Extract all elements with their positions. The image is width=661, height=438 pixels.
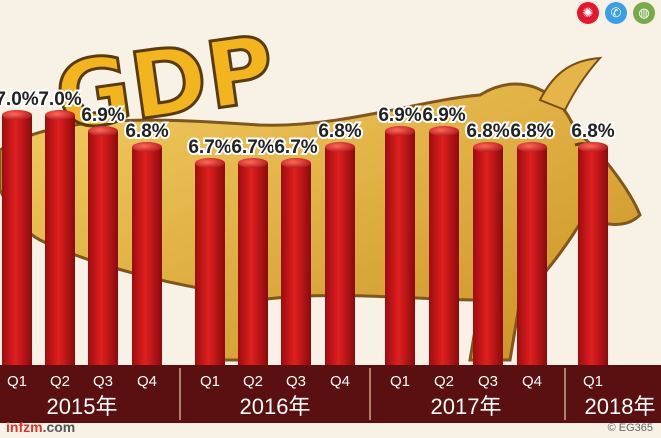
bar-body (473, 147, 503, 365)
quarter-label: Q4 (522, 373, 542, 390)
site-suffix: .com (42, 419, 76, 435)
year-labels: 2015年 2016年 2017年 2018年 (47, 394, 656, 419)
bar-body (2, 115, 32, 365)
weibo-icon[interactable]: ✺ (577, 2, 599, 24)
year-label: 2018年 (585, 394, 656, 419)
quarter-label: Q3 (286, 373, 306, 390)
quarter-label: Q3 (93, 373, 113, 390)
bar-cap (238, 158, 268, 168)
bar (325, 142, 355, 365)
bar-cap (88, 126, 118, 136)
bar-body (578, 147, 608, 365)
bar (2, 110, 32, 365)
bar (385, 126, 415, 365)
value-label: 6.8% (318, 121, 361, 142)
value-label: 6.7% (188, 137, 231, 158)
quarter-label: Q1 (390, 373, 410, 390)
bar (88, 126, 118, 365)
bar (517, 142, 547, 365)
bar-cap (2, 110, 32, 120)
bar (45, 110, 75, 365)
bar-body (238, 163, 268, 365)
quarter-label: Q2 (50, 373, 70, 390)
bar-cap (429, 126, 459, 136)
value-label: 6.8% (510, 121, 553, 142)
year-label: 2017年 (431, 394, 502, 419)
bar-cap (517, 142, 547, 152)
quarter-labels: Q1 Q2 Q3 Q4 Q1 Q2 Q3 Q4 Q1 Q2 Q3 Q4 Q1 (7, 373, 603, 390)
bar-body (325, 147, 355, 365)
quarter-label: Q3 (478, 373, 498, 390)
value-labels: 7.0% 7.0%6.9%6.8%6.7% 6.7% 6.7%6.8%6.9% 6.9%… (0, 87, 617, 160)
bar-series (2, 110, 608, 365)
value-label: 6.8% (571, 121, 614, 142)
year-label: 2016年 (240, 394, 311, 419)
value-label: 6.9% (81, 105, 124, 126)
bar (195, 158, 225, 365)
value-label: 6.8% (466, 121, 509, 142)
bar-body (429, 131, 459, 365)
bar-cap (385, 126, 415, 136)
bar-cap (195, 158, 225, 168)
quarter-label: Q2 (434, 373, 454, 390)
value-label: 7.0% (38, 89, 81, 110)
quarter-label: Q1 (7, 373, 27, 390)
site-watermark: infzm.com (6, 419, 75, 435)
bar-cap (473, 142, 503, 152)
bar-cap (325, 142, 355, 152)
bar-cap (281, 158, 311, 168)
value-label: 6.8% (125, 121, 168, 142)
qq-icon[interactable]: ✆ (605, 2, 627, 24)
bar-cap (132, 142, 162, 152)
credit-watermark: © EG365 (607, 422, 653, 434)
quarter-label: Q1 (583, 373, 603, 390)
value-label: 7.0% (0, 89, 39, 110)
value-label: 6.7% (231, 137, 274, 158)
bar-body (88, 131, 118, 365)
share-icons: ✺ ✆ ◍ (577, 2, 655, 24)
globe-icon[interactable]: ◍ (633, 2, 655, 24)
year-label: 2015年 (47, 394, 118, 419)
bar (238, 158, 268, 365)
bar-body (281, 163, 311, 365)
bar-cap (578, 142, 608, 152)
bar (429, 126, 459, 365)
bar-cap (45, 110, 75, 120)
bar (473, 142, 503, 365)
bar-body (132, 147, 162, 365)
bar-body (385, 131, 415, 365)
bar-body (45, 115, 75, 365)
value-label: 6.7% (274, 137, 317, 158)
quarter-label: Q2 (243, 373, 263, 390)
bar (281, 158, 311, 365)
bar (132, 142, 162, 365)
value-label: 6.9% (378, 105, 421, 126)
bar-body (195, 163, 225, 365)
quarter-label: Q1 (200, 373, 220, 390)
site-name: infzm (6, 419, 43, 435)
quarter-label: Q4 (137, 373, 157, 390)
year-separators (179, 368, 566, 420)
bar-body (517, 147, 547, 365)
quarter-label: Q4 (330, 373, 350, 390)
x-axis-band (0, 365, 661, 423)
value-label: 6.9% (422, 105, 465, 126)
bar (578, 142, 608, 365)
